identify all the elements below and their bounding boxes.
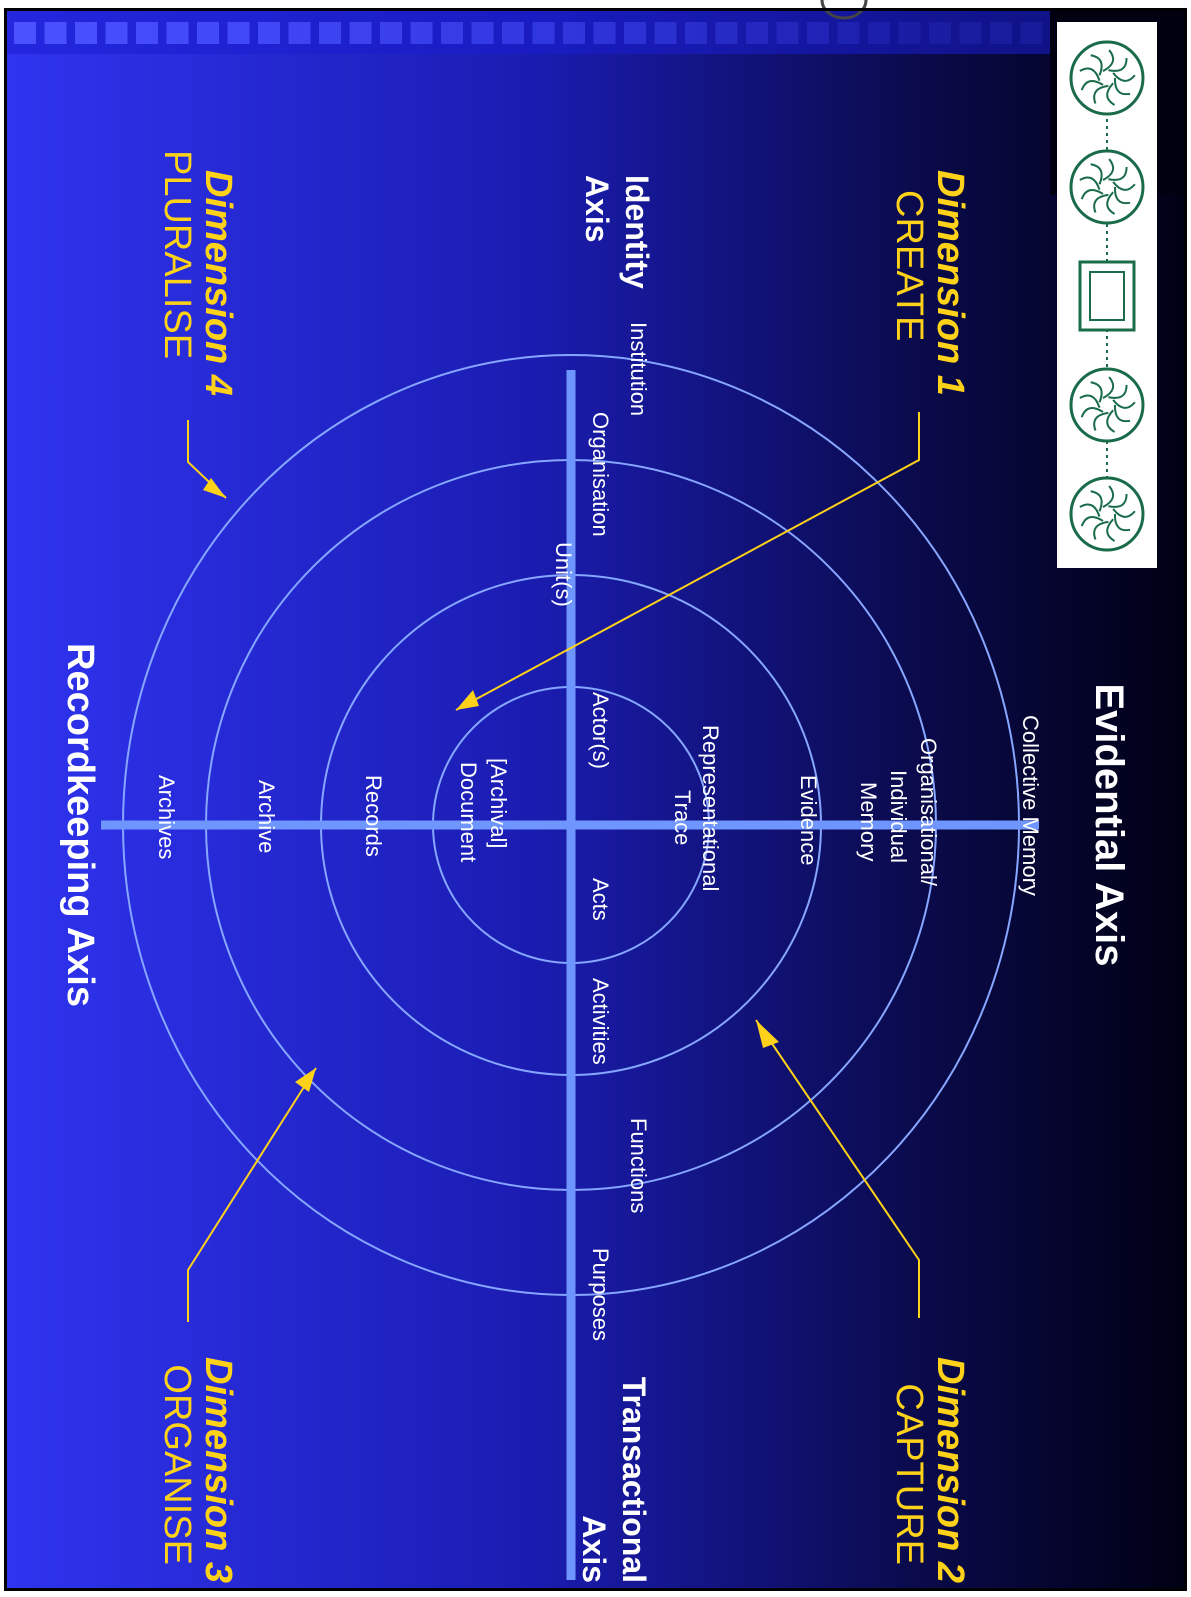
stripe-square — [837, 22, 860, 44]
identity-axis-label-line1: Identity — [619, 175, 655, 289]
label-memory-line1: Organisational/ — [916, 738, 941, 887]
stripe-square — [227, 22, 250, 44]
stripe-square — [471, 22, 494, 44]
stripe-square — [898, 22, 921, 44]
dimension-3-verb: ORGANISE — [156, 1364, 198, 1565]
globe-tree-icon — [1069, 40, 1145, 116]
stripe-square — [380, 22, 402, 44]
stripe-square — [258, 22, 280, 44]
label-archive: Archive — [254, 780, 279, 853]
stripe-square — [868, 22, 890, 44]
label-memory-line3: Memory — [856, 782, 881, 861]
dimension-1-callout: Dimension 1 CREATE — [455, 170, 971, 711]
stripe-square — [654, 22, 677, 44]
icon-strip — [1069, 40, 1145, 552]
transactional-axis-label-line2: Axis — [576, 1515, 612, 1583]
label-functions: Functions — [626, 1118, 651, 1213]
stripe-square — [593, 22, 616, 44]
stripe-square — [746, 22, 768, 44]
label-collective-memory: Collective Memory — [1018, 715, 1043, 896]
label-actors: Actor(s) — [588, 692, 613, 769]
recordkeeping-axis-label: Recordkeeping Axis — [59, 643, 101, 1007]
dimension-1-name: Dimension 1 — [929, 170, 971, 396]
dimension-2-callout: Dimension 2 CAPTURE — [755, 1019, 971, 1583]
dimension-3-name: Dimension 3 — [197, 1357, 239, 1583]
stripe-square — [624, 22, 646, 44]
stripe-square — [959, 22, 982, 44]
stripe-square — [349, 22, 372, 44]
stripe-square — [532, 22, 555, 44]
stripe-square — [441, 22, 463, 44]
dimension-4-verb: PLURALISE — [156, 150, 198, 359]
evidential-axis-label: Evidential Axis — [1087, 683, 1131, 966]
slide-background — [6, 10, 1185, 1589]
stripe-square — [136, 22, 158, 44]
dimension-2-verb: CAPTURE — [888, 1383, 930, 1565]
dimension-2-name: Dimension 2 — [929, 1357, 971, 1583]
label-archives: Archives — [154, 775, 179, 859]
label-memory-line2: Individual — [886, 770, 911, 863]
stripe-square — [166, 22, 189, 44]
dimension-4-name: Dimension 4 — [197, 170, 239, 396]
stripe-square — [563, 22, 585, 44]
stripe-square — [929, 22, 951, 44]
label-document: Document — [456, 762, 481, 862]
transactional-axis-label-line1: Transactional — [616, 1377, 652, 1583]
stripe-square — [44, 22, 67, 44]
document-frame-icon — [1078, 260, 1136, 332]
dimension-4-callout: Dimension 4 PLURALISE — [156, 150, 239, 499]
stripe-square — [1020, 22, 1043, 44]
dimension-1-verb: CREATE — [888, 190, 930, 341]
label-archival: [Archival] — [486, 758, 511, 848]
label-purposes: Purposes — [588, 1248, 613, 1341]
stripe-square — [990, 22, 1012, 44]
label-units: Unit(s) — [551, 542, 576, 607]
stripe-square — [807, 22, 829, 44]
stripe-square — [197, 22, 219, 44]
stripe-square — [410, 22, 433, 44]
label-organisation: Organisation — [588, 412, 613, 537]
globe-hand-icon — [1069, 367, 1145, 443]
label-institution: Institution — [626, 322, 651, 416]
stripe-square — [14, 22, 36, 44]
stripe-square — [105, 22, 128, 44]
stripe-square — [75, 22, 97, 44]
stripe-square — [288, 22, 311, 44]
stripe-square — [715, 22, 738, 44]
slide-frame — [4, 8, 1187, 1591]
label-evidence: Evidence — [796, 775, 821, 866]
stripe-square — [685, 22, 707, 44]
stripe-squares — [14, 22, 1043, 44]
globe-network-icon — [1069, 149, 1145, 225]
dimension-3-callout: Dimension 3 ORGANISE — [156, 1067, 317, 1583]
label-activities: Activities — [588, 978, 613, 1065]
stripe-square — [319, 22, 341, 44]
icon-panel — [1057, 22, 1157, 568]
label-representational: Representational — [698, 725, 723, 891]
identity-axis-label-line2: Axis — [579, 175, 615, 243]
stripe-square — [502, 22, 524, 44]
page-corner-glyph — [820, 0, 868, 20]
globe-pattern-icon — [1069, 476, 1145, 552]
label-acts: Acts — [588, 878, 613, 921]
label-records: Records — [361, 775, 386, 857]
label-trace: Trace — [670, 790, 695, 845]
stripe-square — [776, 22, 799, 44]
